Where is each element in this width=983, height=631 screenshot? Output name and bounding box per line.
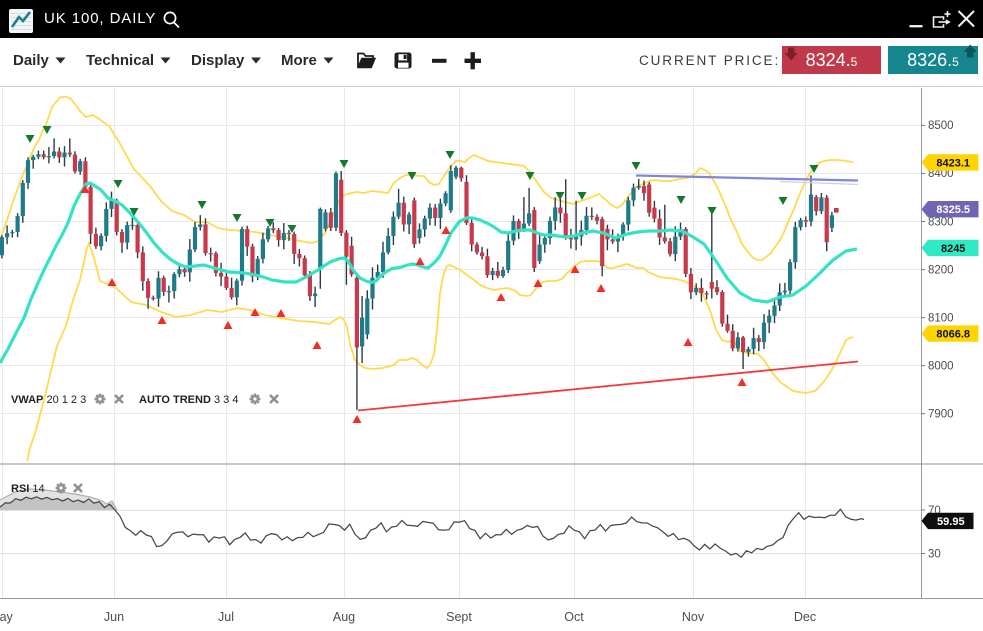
svg-text:8325.5: 8325.5 xyxy=(936,204,970,216)
svg-text:8100: 8100 xyxy=(928,312,954,324)
svg-text:8245: 8245 xyxy=(941,243,965,255)
svg-text:Oct: Oct xyxy=(564,610,584,624)
svg-text:8300: 8300 xyxy=(928,216,954,228)
svg-text:8423.1: 8423.1 xyxy=(936,157,970,169)
svg-text:Aug: Aug xyxy=(333,610,355,624)
svg-text:RSI 14: RSI 14 xyxy=(11,483,45,495)
svg-text:Sept: Sept xyxy=(446,610,472,624)
svg-text:30: 30 xyxy=(928,548,941,560)
svg-text:VWAP 20 1 2 3: VWAP 20 1 2 3 xyxy=(11,394,86,406)
svg-text:Dec: Dec xyxy=(794,610,816,624)
svg-text:8066.8: 8066.8 xyxy=(936,329,970,341)
svg-text:Jul: Jul xyxy=(218,610,234,624)
svg-text:7900: 7900 xyxy=(928,409,954,421)
svg-text:8400: 8400 xyxy=(928,168,954,180)
svg-text:Jun: Jun xyxy=(104,610,124,624)
svg-text:59.95: 59.95 xyxy=(937,516,965,528)
svg-text:Nov: Nov xyxy=(682,610,705,624)
svg-text:AUTO TREND 3 3 4: AUTO TREND 3 3 4 xyxy=(139,394,238,406)
svg-text:May: May xyxy=(0,610,14,624)
svg-text:8000: 8000 xyxy=(928,360,954,372)
svg-text:8200: 8200 xyxy=(928,264,954,276)
svg-text:8500: 8500 xyxy=(928,120,954,132)
